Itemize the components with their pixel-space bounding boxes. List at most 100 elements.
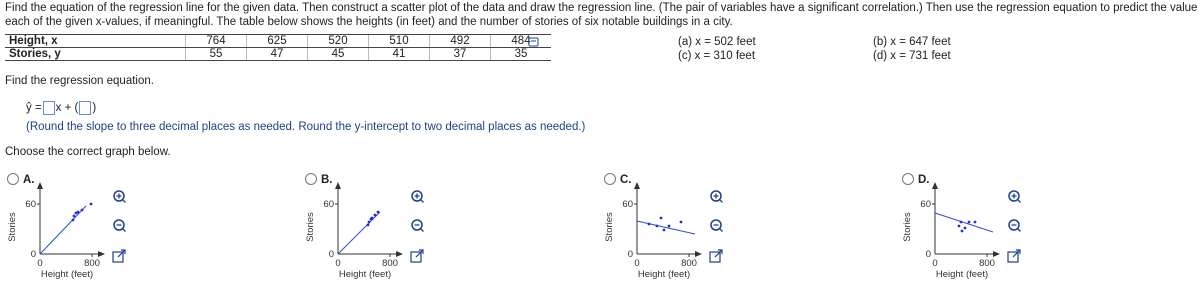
y-axis-label: Stories (902, 212, 913, 242)
point (72, 214, 76, 218)
radio[interactable] (902, 173, 914, 185)
point (973, 220, 977, 224)
question-line: each of the given x-values, if meaningfu… (5, 16, 733, 28)
zoom-out-icon[interactable] (411, 219, 423, 231)
y-tick-label: 60 (920, 199, 931, 210)
y-axis-label: Stories (7, 212, 18, 242)
zoom-in-icon[interactable] (113, 190, 125, 202)
prompt: Find the regression equation. (5, 75, 154, 87)
point (959, 220, 963, 224)
point (957, 224, 961, 228)
popout-icon[interactable] (112, 251, 124, 263)
x-arrow (98, 251, 105, 257)
y-arrow (37, 182, 43, 189)
cell: 37 (429, 47, 491, 61)
radio[interactable] (604, 173, 616, 185)
row-label: Stories, y (5, 47, 186, 61)
y-axis-label: Stories (604, 212, 615, 242)
zoom-out-mark (116, 224, 126, 232)
x-arrow (396, 251, 403, 257)
point (373, 213, 377, 217)
cell: 510 (368, 34, 430, 48)
point (366, 223, 370, 227)
part: (b) x = 647 feet (873, 36, 951, 48)
point (679, 220, 683, 224)
y-tick-label: 0 (31, 249, 36, 260)
point (963, 226, 967, 230)
y-arrow (634, 182, 640, 189)
cell: 625 (246, 34, 308, 48)
x-arrow (695, 251, 702, 257)
row-label: Height, x (5, 34, 186, 48)
x-axis-label: Height (feet) (638, 269, 690, 280)
radio[interactable] (7, 173, 19, 185)
y-axis-label: Stories (305, 212, 316, 242)
cell: 492 (429, 34, 491, 48)
regression-line (636, 220, 696, 235)
part: (a) x = 502 feet (678, 36, 756, 48)
cell: 45 (307, 47, 369, 61)
zoom-out-mark (414, 224, 424, 232)
zoom-in-icon[interactable] (710, 190, 722, 202)
radio[interactable] (305, 173, 317, 185)
data-table: Height, x 764 625 520 510 492 484 Stories, y 55 4… (5, 34, 551, 61)
x-tick-label: 800 (681, 258, 697, 269)
point (370, 216, 374, 220)
point (376, 210, 380, 214)
cell: 47 (246, 47, 308, 61)
point (80, 208, 84, 212)
y-tick-label: 0 (926, 249, 931, 260)
table-row: Height, x 764 625 520 510 492 484 (5, 34, 551, 48)
point (655, 224, 659, 228)
y-tick-label: 60 (323, 199, 334, 210)
x-axis-label: Height (feet) (936, 269, 988, 280)
zoom-in-icon[interactable] (1008, 190, 1020, 202)
zoom-out-icon[interactable] (710, 219, 722, 231)
cell: 520 (307, 34, 369, 48)
popout-icon[interactable] (1007, 251, 1019, 263)
x-tick-label: 800 (382, 258, 398, 269)
regression-line (934, 212, 994, 233)
x-tick-label: 0 (932, 258, 937, 269)
popout-icon[interactable] (709, 251, 721, 263)
y-tick-label: 60 (25, 199, 36, 210)
point (71, 218, 75, 222)
zoom-out-icon[interactable] (113, 219, 125, 231)
option-label: B. (321, 174, 333, 186)
cell: 484 (490, 34, 551, 48)
x-axis-label: Height (feet) (41, 269, 93, 280)
zoom-in-mark (1011, 193, 1021, 203)
popout-icon[interactable] (410, 251, 422, 263)
slope-input[interactable] (42, 101, 55, 115)
point (367, 220, 371, 224)
zoom-in-icon[interactable] (411, 190, 423, 202)
popout-mark (1012, 249, 1021, 258)
hint: (Round the slope to three decimal places… (26, 121, 586, 133)
point (960, 229, 964, 233)
x-arrow (993, 251, 1000, 257)
zoom-out-icon[interactable] (1008, 219, 1020, 231)
point (967, 220, 971, 224)
zoom-in-mark (414, 193, 424, 203)
option-label: D. (918, 174, 930, 186)
popout-mark (714, 249, 723, 258)
x-axis-label: Height (feet) (339, 269, 391, 280)
regression-line (337, 211, 381, 255)
option-label: A. (23, 174, 35, 186)
intercept-input[interactable] (79, 101, 92, 115)
equation-mid: x + (55, 102, 72, 115)
cell: 764 (185, 34, 247, 48)
zoom-in-mark (713, 193, 723, 203)
y-tick-label: 0 (329, 249, 334, 260)
part: (d) x = 731 feet (873, 50, 951, 62)
y-arrow (932, 182, 938, 189)
x-tick-label: 800 (979, 258, 995, 269)
copy-icon[interactable] (528, 36, 540, 48)
popout-mark (117, 249, 126, 258)
